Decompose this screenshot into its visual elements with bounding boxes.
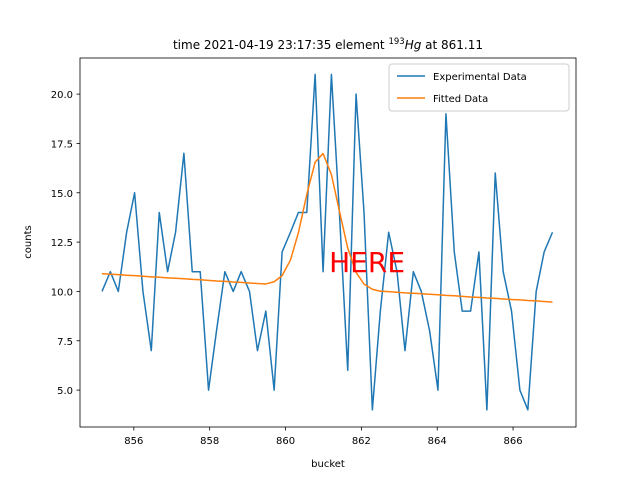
- legend-label: Experimental Data: [433, 72, 527, 83]
- legend-label: Fitted Data: [433, 94, 488, 105]
- x-tick-label: 856: [124, 436, 143, 447]
- y-tick-label: 15.0: [51, 189, 73, 200]
- y-axis-label: counts: [23, 225, 34, 258]
- title-part: 193: [388, 37, 404, 47]
- x-tick-label: 866: [504, 436, 523, 447]
- x-tick-label: 858: [200, 436, 219, 447]
- y-tick-label: 5.0: [57, 386, 73, 397]
- y-tick-label: 17.5: [51, 139, 73, 150]
- chart-title: time 2021-04-19 23:17:35 element 193Hg a…: [173, 37, 483, 52]
- title-part: Hg: [405, 38, 422, 52]
- y-tick-label: 12.5: [51, 238, 73, 249]
- y-tick-label: 10.0: [51, 287, 73, 298]
- legend-box: [388, 63, 570, 112]
- plot-frame: [79, 57, 577, 428]
- y-tick-label: 7.5: [57, 337, 73, 348]
- title-part: time 2021-04-19 23:17:35 element: [173, 38, 388, 52]
- y-tick-label: 20.0: [51, 90, 73, 101]
- x-tick-label: 862: [352, 436, 371, 447]
- annotation: HERE: [329, 246, 405, 279]
- x-tick-label: 864: [428, 436, 447, 447]
- data-line: [101, 152, 553, 303]
- data-line: [101, 73, 554, 411]
- title-part: at 861.11: [421, 38, 483, 52]
- x-tick-label: 860: [276, 436, 295, 447]
- x-axis-label: bucket: [311, 459, 345, 470]
